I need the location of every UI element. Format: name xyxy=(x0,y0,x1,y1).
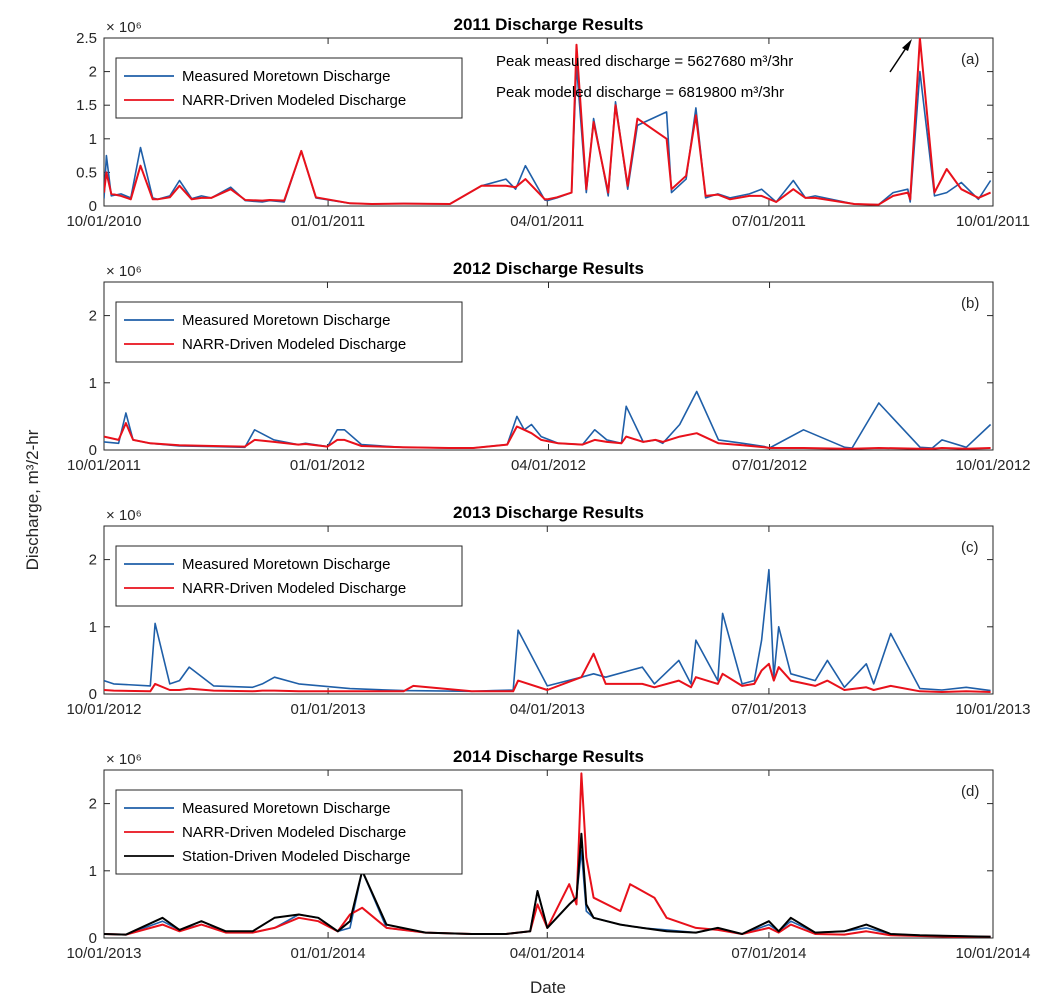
panel-label: (c) xyxy=(961,539,979,556)
x-tick-label: 04/01/2012 xyxy=(511,457,586,474)
y-tick-label: 1 xyxy=(89,131,97,148)
legend-label: Measured Moretown Discharge xyxy=(182,68,390,85)
series-line xyxy=(104,772,991,938)
y-tick-label: 0 xyxy=(89,198,97,215)
series-line xyxy=(104,390,992,449)
y-tick-label: 2 xyxy=(89,552,97,569)
x-tick-label: 01/01/2012 xyxy=(290,457,365,474)
panel-label: (d) xyxy=(961,783,979,800)
y-exponent-label: × 10⁶ xyxy=(106,751,142,768)
x-tick-label: 01/01/2013 xyxy=(291,701,366,718)
chart-panel: 0 1 2 10/01/2013 01/01/2014 04/01/2014 07/01/2… xyxy=(66,747,1030,962)
y-tick-label: 0 xyxy=(89,930,97,947)
x-tick-label: 01/01/2014 xyxy=(291,945,366,962)
legend-box xyxy=(115,545,463,607)
legend-box xyxy=(115,301,463,363)
x-tick-label: 01/01/2011 xyxy=(291,213,365,230)
series-line xyxy=(104,38,991,206)
annotation-text: Peak modeled discharge = 6819800 m³/3hr xyxy=(496,84,784,101)
chart-title: 2012 Discharge Results xyxy=(453,259,644,278)
chart-title: 2014 Discharge Results xyxy=(453,747,644,766)
series-line xyxy=(104,652,991,693)
legend-label: NARR-Driven Modeled Discharge xyxy=(182,580,406,597)
x-tick-label: 07/01/2014 xyxy=(731,945,806,962)
y-tick-label: 2.5 xyxy=(76,30,97,47)
x-tick-label: 07/01/2012 xyxy=(732,457,807,474)
series-line xyxy=(104,568,991,693)
x-tick-label: 10/01/2013 xyxy=(66,945,141,962)
x-tick-label: 04/01/2013 xyxy=(510,701,585,718)
x-tick-label: 10/01/2011 xyxy=(956,213,1030,230)
y-tick-label: 2 xyxy=(89,64,97,81)
series-line xyxy=(104,422,991,450)
annotation-text: Peak measured discharge = 5627680 m³/3hr xyxy=(496,53,793,70)
y-tick-label: 1 xyxy=(89,863,97,880)
y-exponent-label: × 10⁶ xyxy=(106,507,142,524)
y-exponent-label: × 10⁶ xyxy=(106,263,142,280)
x-tick-label: 04/01/2014 xyxy=(510,945,585,962)
legend-label: NARR-Driven Modeled Discharge xyxy=(182,824,406,841)
chart-title: 2013 Discharge Results xyxy=(453,503,644,522)
x-tick-label: 10/01/2014 xyxy=(955,945,1030,962)
chart-panel: 0 0.5 1 1.5 2 2.5 10/01/2010 01/01/2011 04/01/20… xyxy=(66,15,1030,230)
annotation-arrowhead xyxy=(902,39,912,51)
legend-label: Measured Moretown Discharge xyxy=(182,556,390,573)
x-tick-label: 07/01/2013 xyxy=(731,701,806,718)
series-line xyxy=(104,832,991,938)
x-tick-label: 10/01/2012 xyxy=(955,457,1030,474)
panel-label: (b) xyxy=(961,295,979,312)
x-tick-label: 10/01/2013 xyxy=(955,701,1030,718)
legend-label: Station-Driven Modeled Discharge xyxy=(182,848,410,865)
y-tick-label: 1 xyxy=(89,619,97,636)
y-tick-label: 1 xyxy=(89,375,97,392)
y-exponent-label: × 10⁶ xyxy=(106,19,142,36)
y-tick-label: 0 xyxy=(89,686,97,703)
legend-label: NARR-Driven Modeled Discharge xyxy=(182,336,406,353)
chart-panel: 0 1 2 10/01/2011 01/01/2012 04/01/2012 07/01/2… xyxy=(67,259,1031,474)
y-tick-label: 1.5 xyxy=(76,97,97,114)
y-tick-label: 0 xyxy=(89,442,97,459)
x-tick-label: 10/01/2011 xyxy=(67,457,141,474)
y-tick-label: 2 xyxy=(89,308,97,325)
y-tick-label: 2 xyxy=(89,796,97,813)
x-tick-label: 04/01/2011 xyxy=(510,213,584,230)
x-axis-label: Date xyxy=(530,978,566,997)
chart-title: 2011 Discharge Results xyxy=(454,15,644,34)
legend-label: Measured Moretown Discharge xyxy=(182,312,390,329)
x-tick-label: 07/01/2011 xyxy=(732,213,806,230)
legend-label: Measured Moretown Discharge xyxy=(182,800,390,817)
x-tick-label: 10/01/2012 xyxy=(66,701,141,718)
legend-box xyxy=(115,57,463,119)
x-tick-label: 10/01/2010 xyxy=(66,213,141,230)
y-axis-label: Discharge, m³/2-hr xyxy=(23,429,42,570)
panel-label: (a) xyxy=(961,51,979,68)
y-tick-label: 0.5 xyxy=(76,164,97,181)
legend-label: NARR-Driven Modeled Discharge xyxy=(182,92,406,109)
chart-panel: 0 1 2 10/01/2012 01/01/2013 04/01/2013 07/01/2… xyxy=(66,503,1030,718)
